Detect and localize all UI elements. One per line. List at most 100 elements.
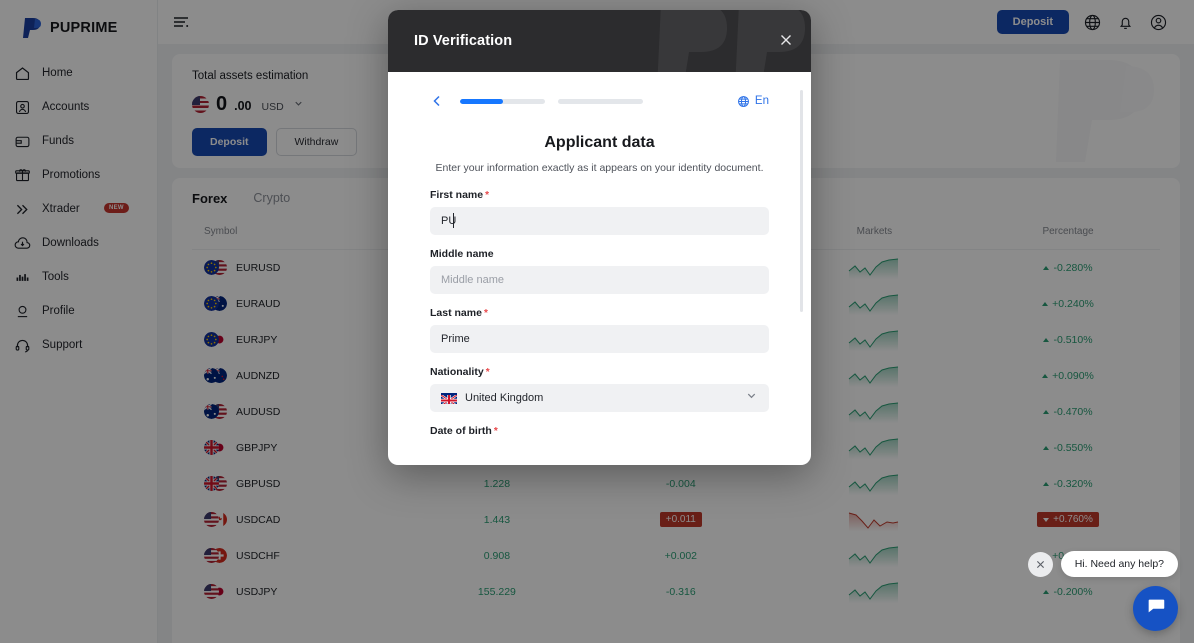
chat-fab-button[interactable]: [1133, 586, 1178, 631]
modal-scrollbar-thumb[interactable]: [800, 90, 803, 312]
sidebar-item-label: Tools: [42, 271, 69, 283]
sidebar: PUPRIME Home Accounts: [0, 0, 158, 643]
nationality-label: Nationality *: [430, 366, 769, 378]
cell-sparkline: [773, 394, 976, 430]
sidebar-item-home[interactable]: Home: [0, 56, 157, 90]
assets-actions: Deposit Withdraw: [192, 128, 1160, 156]
date-of-birth-label: Date of birth *: [430, 425, 769, 437]
sidebar-item-label: Downloads: [42, 237, 99, 249]
cell-change: +0.002: [664, 549, 698, 562]
cell-bid: 1.443: [483, 513, 511, 526]
column-header-symbol: Symbol: [192, 220, 405, 250]
cell-bid: 155.229: [477, 585, 516, 598]
close-icon[interactable]: [778, 32, 794, 48]
currency-pair-flag-icon: [204, 368, 227, 383]
bell-icon[interactable]: [1116, 13, 1135, 32]
tab-forex[interactable]: Forex: [192, 190, 228, 206]
sidebar-item-tools[interactable]: Tools: [0, 260, 157, 294]
language-selector[interactable]: En: [737, 95, 769, 108]
cell-symbol: GBPUSD: [192, 466, 405, 502]
progress-step-2: [558, 98, 643, 104]
assets-amount-decimal: .00: [234, 99, 252, 113]
required-marker: *: [485, 190, 490, 202]
tab-crypto[interactable]: Crypto: [253, 191, 291, 205]
account-circle-icon[interactable]: [1149, 13, 1168, 32]
cell-bid: 0.908: [483, 549, 511, 562]
sidebar-item-downloads[interactable]: Downloads: [0, 226, 157, 260]
sidebar-item-label: Accounts: [42, 101, 90, 113]
cell-percentage: +0.240%: [976, 286, 1160, 322]
currency-pair-flag-icon: [204, 548, 227, 563]
cell-change: -0.004: [665, 477, 696, 490]
top-bar-actions: Deposit: [996, 10, 1194, 34]
field-middle-name: Middle name: [430, 248, 769, 295]
deposit-button[interactable]: Deposit: [192, 128, 267, 156]
support-icon: [14, 337, 31, 354]
cell-symbol: EURAUD: [192, 286, 405, 322]
profile-icon: [14, 303, 31, 320]
field-last-name: Last name *: [430, 307, 769, 354]
deposit-button-top[interactable]: Deposit: [996, 10, 1069, 34]
sidebar-item-label: Promotions: [42, 169, 101, 181]
nationality-label-text: Nationality: [430, 366, 484, 379]
text-caret: [453, 213, 454, 229]
sidebar-item-xtrader[interactable]: Xtrader NEW: [0, 192, 157, 226]
hamburger-icon[interactable]: [172, 13, 190, 31]
language-label: En: [754, 95, 769, 107]
column-header-percentage: Percentage: [976, 220, 1160, 250]
required-marker: *: [493, 426, 498, 438]
last-name-input[interactable]: [430, 325, 769, 354]
date-of-birth-label-text: Date of birth: [430, 425, 492, 438]
chat-message[interactable]: Hi. Need any help?: [1060, 551, 1178, 577]
sidebar-item-accounts[interactable]: Accounts: [0, 90, 157, 124]
symbol-label: AUDUSD: [236, 405, 281, 418]
required-marker: *: [483, 308, 488, 320]
cell-symbol: USDJPY: [192, 574, 405, 610]
cell-sparkline: [773, 502, 976, 538]
symbol-label: EURUSD: [236, 261, 281, 274]
change-badge: +0.011: [659, 512, 702, 527]
globe-icon[interactable]: [1083, 13, 1102, 32]
table-row[interactable]: USDJPY 155.229 -0.316 -0.200%: [192, 574, 1160, 610]
symbol-label: EURJPY: [236, 333, 278, 346]
first-name-label-text: First name: [430, 189, 484, 202]
nationality-value: United Kingdom: [465, 392, 544, 405]
nationality-select[interactable]: United Kingdom: [430, 384, 769, 413]
id-verification-modal: ID Verification: [388, 10, 811, 465]
cell-symbol: EURUSD: [192, 250, 405, 286]
table-row[interactable]: GBPUSD 1.228 -0.004 -0.320%: [192, 466, 1160, 502]
chevron-down-icon[interactable]: [293, 96, 304, 114]
cell-percentage: -0.510%: [976, 322, 1160, 358]
close-icon[interactable]: [1027, 551, 1053, 577]
middle-name-input[interactable]: [430, 266, 769, 295]
sidebar-item-funds[interactable]: Funds: [0, 124, 157, 158]
applicant-heading: Applicant data: [544, 134, 655, 151]
sidebar-item-support[interactable]: Support: [0, 328, 157, 362]
sidebar-nav: Home Accounts Funds: [0, 56, 157, 362]
field-nationality: Nationality * United Kingdom: [430, 366, 769, 413]
cell-percentage: -0.470%: [976, 394, 1160, 430]
first-name-input[interactable]: [430, 207, 769, 236]
cell-percentage: -0.550%: [976, 430, 1160, 466]
withdraw-button[interactable]: Withdraw: [275, 128, 358, 156]
sidebar-item-promotions[interactable]: Promotions: [0, 158, 157, 192]
last-name-label: Last name *: [430, 307, 769, 319]
assets-title: Total assets estimation: [192, 70, 309, 82]
puprime-logo-icon: [22, 15, 44, 41]
accounts-icon: [14, 99, 31, 116]
cell-bid: 1.228: [483, 477, 511, 490]
sidebar-item-label: Home: [42, 67, 73, 79]
modal-body: En Applicant data Enter your information…: [388, 72, 811, 465]
chevron-left-icon[interactable]: [430, 94, 444, 108]
brand-name: PUPRIME: [50, 20, 118, 36]
table-row[interactable]: USDCAD 1.443 +0.011 +0.760%: [192, 502, 1160, 538]
chat-prompt-row: Hi. Need any help?: [1027, 551, 1178, 577]
symbol-label: USDJPY: [236, 585, 278, 598]
cell-sparkline: [773, 574, 976, 610]
currency-pair-flag-icon: [204, 332, 227, 347]
currency-pair-flag-icon: [204, 512, 227, 527]
sidebar-item-profile[interactable]: Profile: [0, 294, 157, 328]
cell-sparkline: [773, 538, 976, 574]
symbol-label: GBPJPY: [236, 441, 278, 454]
tools-icon: [14, 269, 31, 286]
